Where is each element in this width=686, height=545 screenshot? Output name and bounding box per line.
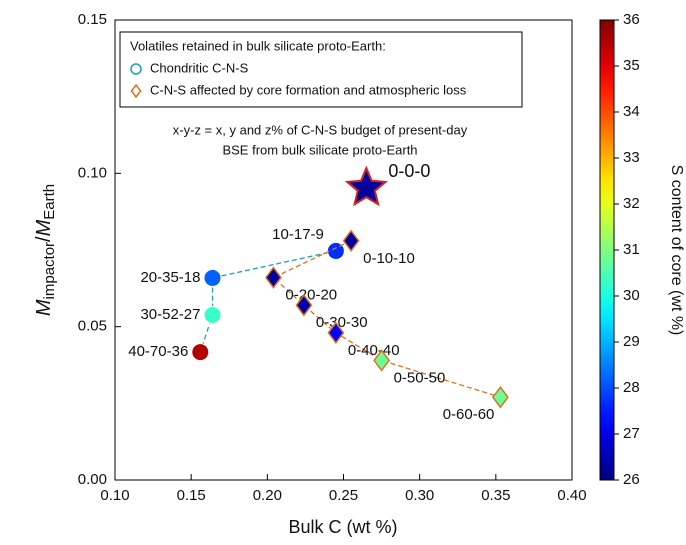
legend-label: C-N-S affected by core formation and atm… <box>150 82 467 97</box>
colorbar-tick-label: 33 <box>623 149 640 166</box>
point-label: 0-30-30 <box>316 314 368 331</box>
series-line <box>272 240 501 398</box>
colorbar-title: S content of core (wt %) <box>668 165 685 336</box>
series-line <box>199 250 337 353</box>
colorbar <box>599 19 615 481</box>
x-tick-label: 0.15 <box>177 487 206 504</box>
y-axis-title: Mimpactor/MEarth <box>33 184 58 316</box>
y-title-part: M <box>33 299 55 316</box>
y-title-part: M <box>33 219 55 236</box>
legend-box <box>119 31 523 108</box>
colorbar-tick-label: 28 <box>623 379 640 396</box>
point-label: 0-10-10 <box>363 250 415 267</box>
point-label: 40-70-36 <box>128 343 188 360</box>
y-title-part: / <box>33 236 55 242</box>
colorbar-tick-label: 36 <box>623 11 640 28</box>
y-tick-label: 0.05 <box>78 318 107 335</box>
point <box>203 268 222 287</box>
highlight-star <box>344 165 388 207</box>
point <box>203 306 222 325</box>
legend-title: Volatiles retained in bulk silicate prot… <box>130 38 386 53</box>
point <box>191 343 210 362</box>
point-label: 30-52-27 <box>140 306 200 323</box>
point <box>264 266 282 289</box>
point-label: 0-40-40 <box>348 342 400 359</box>
colorbar-tick-label: 35 <box>623 57 640 74</box>
point <box>342 229 360 253</box>
y-tick-label: 0.15 <box>78 11 107 28</box>
x-tick-label: 0.30 <box>405 487 434 504</box>
point-label: 0-50-50 <box>394 369 446 386</box>
y-tick-label: 0.10 <box>78 164 107 181</box>
x-axis-title: Bulk C (wt %) <box>288 517 397 537</box>
x-tick-label: 0.40 <box>557 487 586 504</box>
y-tick-label: 0.00 <box>78 471 107 488</box>
colorbar-tick-label: 30 <box>623 287 640 304</box>
x-tick-label: 0.25 <box>329 487 358 504</box>
point <box>327 321 345 345</box>
point <box>373 349 391 372</box>
y-title-part: Earth <box>41 184 58 220</box>
point <box>491 385 509 409</box>
x-tick-label: 0.35 <box>481 487 510 504</box>
legend-label: Chondritic C-N-S <box>150 60 249 75</box>
colorbar-tick-label: 34 <box>623 103 640 120</box>
x-tick-label: 0.20 <box>253 487 282 504</box>
point-label: 0-20-20 <box>285 287 337 304</box>
annotation: x-y-z = x, y and z% of C-N-S budget of p… <box>173 122 468 137</box>
x-tick-label: 0.10 <box>100 487 129 504</box>
point-label: 20-35-18 <box>140 269 200 286</box>
colorbar-tick-label: 31 <box>623 241 640 258</box>
colorbar-tick-label: 32 <box>623 195 640 212</box>
legend-marker <box>130 63 142 75</box>
point <box>295 293 313 317</box>
annotation: BSE from bulk silicate proto-Earth <box>222 142 417 157</box>
point-label: 0-60-60 <box>443 406 495 423</box>
y-title-part: impactor <box>41 242 58 300</box>
colorbar-tick-label: 27 <box>623 425 640 442</box>
point-label: 10-17-9 <box>272 226 324 243</box>
highlight-label: 0-0-0 <box>388 161 430 181</box>
colorbar-tick-label: 26 <box>623 471 640 488</box>
colorbar-tick-label: 29 <box>623 333 640 350</box>
legend-marker <box>130 83 142 99</box>
